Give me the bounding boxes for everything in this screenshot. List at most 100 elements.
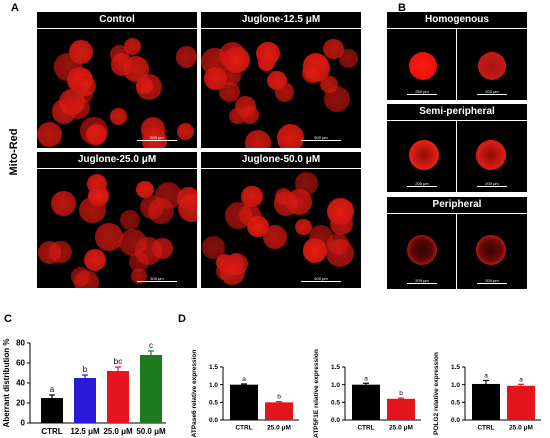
y-axis-label: ATPase6 relative expression (191, 350, 198, 438)
scale-bar-label: 250 μm (415, 89, 429, 94)
y-tick-label: 0.0 (209, 417, 218, 424)
significance-letter: bc (114, 357, 122, 366)
scale-bar-label: 500 μm (150, 276, 164, 281)
x-tick-label: 12.5 μM (70, 427, 100, 436)
micrograph-title: Juglone-50.0 μM (241, 154, 321, 165)
scale-bar (477, 94, 507, 95)
oocyte (80, 117, 108, 145)
x-tick-label: 25.0 μM (509, 425, 533, 432)
oocyte (241, 185, 263, 208)
micrograph-semi-peripheral: Semi-peripheral 200 μm 200 μm (387, 104, 527, 192)
oocyte (83, 248, 106, 271)
bar (74, 378, 96, 423)
scale-bar-label: 200 μm (485, 181, 499, 186)
significance-letter: a (242, 376, 246, 383)
y-tick-label: 40 (16, 379, 25, 388)
oocyte (295, 172, 318, 195)
y-axis-label: POLG2 relative expression (433, 352, 440, 435)
scale-bar (477, 186, 507, 187)
significance-letter: c (149, 341, 153, 350)
oocyte (68, 39, 94, 65)
y-tick-label: 60 (16, 359, 25, 368)
oocyte (119, 209, 140, 231)
scale-bar (301, 140, 341, 141)
y-tick-label: 20 (16, 399, 25, 408)
y-tick-label: 1.5 (451, 364, 460, 371)
micrograph-title: Semi-peripheral (419, 106, 495, 117)
y-tick-label: 1.0 (451, 382, 460, 389)
oocyte (267, 70, 288, 91)
y-tick-label: 0.0 (451, 417, 460, 424)
oocyte (476, 140, 506, 170)
scale-bar-label: 500 μm (314, 276, 328, 281)
scale-bar (301, 281, 341, 282)
oocyte (136, 180, 154, 199)
atp5f1e-expression-chart: ATP5F1E relative expression 0.0 0.5 1.0 1.5 a… (313, 349, 421, 438)
micrograph-title: Juglone-25.0 μM (77, 154, 157, 165)
oocyte (109, 44, 129, 64)
oocyte (141, 128, 167, 148)
oocyte (323, 85, 350, 112)
significance-letter: b (399, 390, 403, 397)
x-tick-label: CTRL (41, 427, 62, 436)
oocyte (135, 74, 162, 101)
bar (230, 384, 258, 420)
panel-label-c: C (4, 313, 12, 325)
y-tick-label: 1.5 (209, 364, 218, 371)
oocyte (218, 81, 240, 103)
x-tick-label: CTRL (235, 425, 252, 432)
oocyte (201, 47, 229, 75)
panel-label-d: D (178, 313, 186, 325)
y-tick-label: 1.0 (331, 382, 340, 389)
scale-bar-label: 200 μm (485, 89, 499, 94)
oocyte (74, 270, 99, 288)
micrograph-title: Juglone-12.5 μM (241, 14, 321, 25)
bar (352, 384, 380, 420)
micrograph-control: Control 500 μm (37, 12, 197, 148)
micrograph-homogenous: Homogenous 250 μm 200 μm (387, 12, 527, 100)
bar (265, 402, 293, 420)
y-tick-label: 1.5 (331, 364, 340, 371)
y-tick-label: 0.5 (451, 400, 460, 407)
x-tick-label: 25.0 μM (103, 427, 133, 436)
micrograph-title: Homogenous (425, 14, 489, 25)
x-tick-label: CTRL (357, 425, 374, 432)
oocyte (176, 123, 194, 141)
oocyte (256, 41, 280, 66)
oocyte (95, 223, 123, 251)
oocyte (37, 122, 63, 148)
panel-label-a: A (11, 2, 19, 14)
y-tick-label: 0.0 (331, 417, 340, 424)
significance-letter: a (364, 375, 368, 382)
micrograph-juglone-12-5: Juglone-12.5 μM 500 μm (201, 12, 361, 148)
micrograph-title: Control (99, 14, 135, 25)
scale-bar (407, 186, 437, 187)
oocyte (177, 186, 197, 210)
oocyte (239, 203, 262, 226)
atpase6-expression-chart: ATPase6 relative expression 0.0 0.5 1.0 1.5 a… (191, 350, 299, 438)
oocyte (219, 258, 246, 285)
scale-bar (477, 283, 507, 284)
y-tick-label: 0.5 (209, 400, 218, 407)
oocyte (235, 95, 256, 117)
oocyte (478, 52, 506, 80)
y-tick-label: 1.0 (209, 382, 218, 389)
oocyte (409, 52, 437, 80)
micrograph-juglone-25: Juglone-25.0 μM 500 μm (37, 152, 197, 288)
scale-bar-label: 200 μm (415, 278, 429, 283)
oocyte (339, 48, 358, 68)
bar (107, 371, 129, 423)
oocyte (302, 62, 323, 84)
y-tick-label: 0 (21, 419, 26, 428)
scale-bar (407, 283, 437, 284)
significance-letter: a (519, 376, 523, 383)
scale-bar (137, 281, 177, 282)
oocyte (67, 96, 90, 120)
polg2-expression-chart: POLG2 relative expression 0.0 0.5 1.0 1.5 a CT… (433, 352, 541, 435)
oocyte (409, 140, 439, 170)
x-tick-label: 50.0 μM (136, 427, 166, 436)
oocyte (323, 39, 344, 60)
significance-letter: a (50, 385, 55, 394)
mito-red-label: Mito-Red (8, 128, 20, 176)
oocyte (302, 237, 328, 263)
